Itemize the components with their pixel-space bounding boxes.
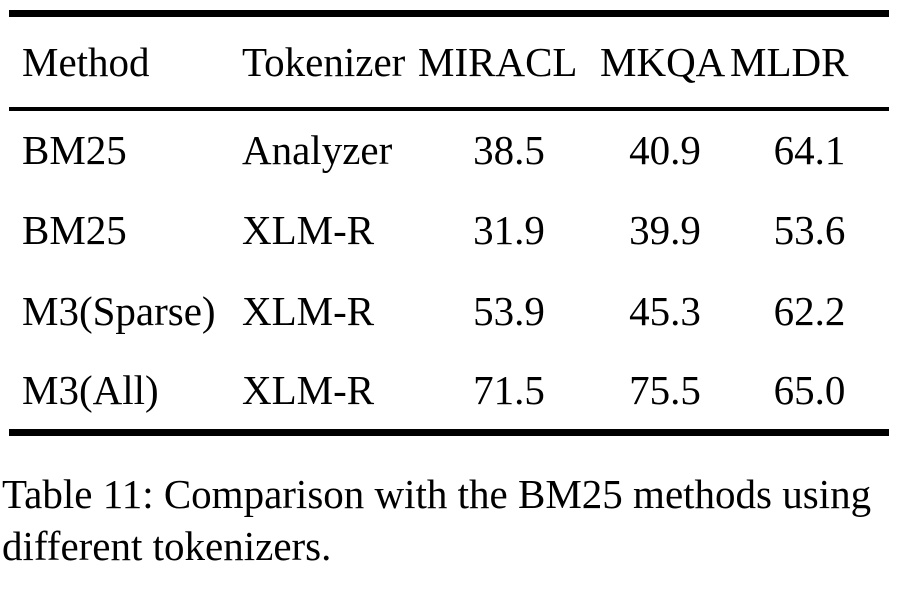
cell-method: BM25 (22, 207, 127, 253)
cell-mldr-score: 64.1 (773, 127, 846, 173)
table-row: BM25 Analyzer 38.5 40.9 64.1 (9, 109, 889, 190)
cell-mkqa-score: 39.9 (629, 207, 701, 253)
caption-line-1: Table 11: Comparison with the BM25 metho… (2, 471, 872, 517)
results-table-figure: Method Tokenizer MIRACL MKQA MLDR BM25 A… (0, 10, 897, 572)
cell-tokenizer: XLM-R (242, 207, 375, 253)
caption-line-2: different tokenizers. (2, 523, 332, 569)
paper-page: Method Tokenizer MIRACL MKQA MLDR BM25 A… (0, 10, 897, 592)
col-header-miracl: MIRACL (418, 38, 578, 85)
cell-miracl-score: 31.9 (473, 207, 545, 253)
cell-method: BM25 (22, 127, 127, 173)
col-header-method: Method (22, 38, 150, 85)
cell-tokenizer: XLM-R (242, 288, 375, 334)
col-header-mldr: MLDR (730, 38, 849, 85)
cell-method: M3(Sparse) (22, 288, 216, 334)
table-row: M3(Sparse) XLM-R 53.9 45.3 62.2 (9, 271, 889, 352)
cell-tokenizer: XLM-R (242, 367, 375, 414)
cell-miracl-score: 38.5 (473, 127, 545, 173)
results-table: Method Tokenizer MIRACL MKQA MLDR BM25 A… (9, 10, 889, 436)
cell-mkqa-score: 45.3 (629, 288, 701, 334)
header-row: Method Tokenizer MIRACL MKQA MLDR (9, 14, 889, 109)
table-caption: Table 11: Comparison with the BM25 metho… (2, 468, 897, 572)
cell-mldr-score: 53.6 (773, 207, 846, 253)
table-row: M3(All) XLM-R 71.5 75.5 65.0 (9, 352, 889, 433)
cell-tokenizer: Analyzer (242, 127, 393, 173)
cell-mldr-score: 62.2 (773, 288, 846, 334)
cell-mkqa-score: 75.5 (629, 367, 701, 414)
cell-miracl-score: 53.9 (473, 288, 545, 334)
cell-mldr-score: 65.0 (773, 367, 846, 414)
table-row: BM25 XLM-R 31.9 39.9 53.6 (9, 190, 889, 271)
cell-miracl-score: 71.5 (473, 367, 545, 414)
col-header-tokenizer: Tokenizer (242, 38, 406, 85)
cell-mkqa-score: 40.9 (629, 127, 701, 173)
col-header-mkqa: MKQA (600, 38, 726, 85)
cell-method: M3(All) (22, 367, 159, 414)
